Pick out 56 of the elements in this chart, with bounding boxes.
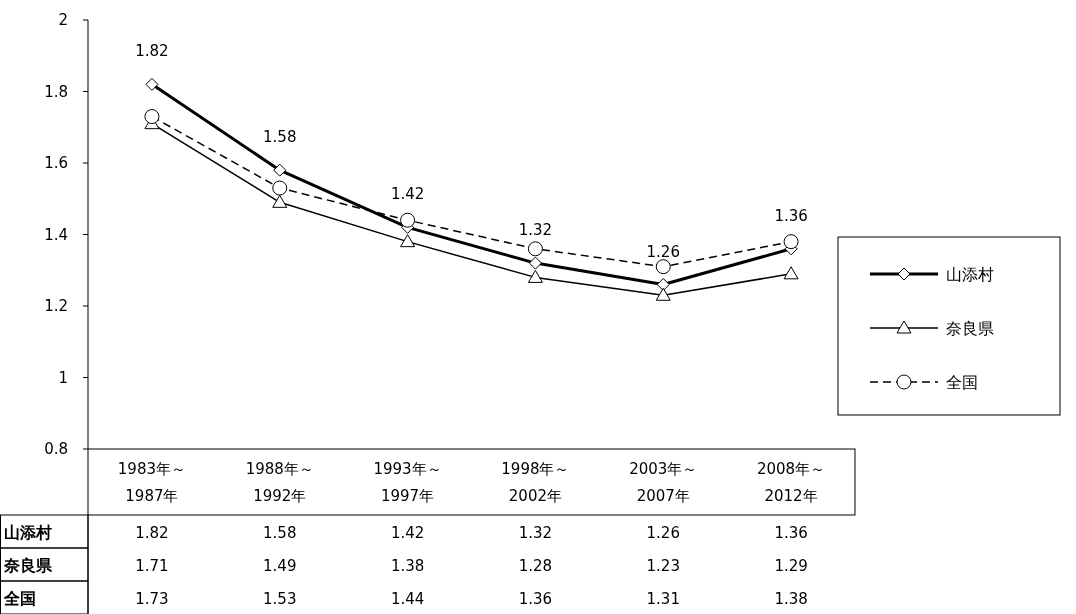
data-label: 1.53 <box>263 590 297 608</box>
point <box>656 278 670 292</box>
x-tick-label: 1998年～ 2002年 <box>501 460 570 505</box>
data-label: 1.36 <box>518 590 553 608</box>
point <box>400 212 416 228</box>
legend-label: 全国 <box>946 373 978 392</box>
legend-label: 山添村 <box>946 265 994 284</box>
data-label: 1.82 <box>135 524 169 542</box>
data-label: 1.42 <box>390 524 425 542</box>
point <box>272 194 288 208</box>
data-label: 1.73 <box>135 590 169 608</box>
x-tick-label: 2003年～ 2007年 <box>629 460 698 505</box>
data-label: 1.28 <box>518 557 553 575</box>
point <box>272 180 288 196</box>
y-tick-label: 1.4 <box>44 225 68 244</box>
y-tick-label: 1.6 <box>44 154 68 172</box>
annotation: 1.26 <box>646 242 680 261</box>
data-label: 1.23 <box>646 557 680 575</box>
annotation: 1.42 <box>390 185 425 204</box>
point <box>655 259 671 275</box>
legend-label: 奈良県 <box>946 319 994 338</box>
annotation: 1.36 <box>774 206 808 225</box>
y-tick-label: 1 <box>58 368 68 387</box>
annotation: 1.58 <box>263 128 297 147</box>
data-label: 1.29 <box>774 557 808 575</box>
point <box>783 266 799 280</box>
data-label: 1.32 <box>518 524 553 542</box>
annotation: 1.82 <box>135 42 169 61</box>
data-label: 1.58 <box>263 524 297 542</box>
y-tick-label: 1.8 <box>44 82 68 101</box>
point <box>273 163 287 177</box>
data-label: 1.38 <box>390 557 425 575</box>
y-tick-label: 2 <box>58 11 68 29</box>
point <box>527 241 543 257</box>
data-label: 1.26 <box>646 524 680 542</box>
point <box>528 256 542 270</box>
data-label: 1.44 <box>390 590 425 608</box>
x-tick-label: 2008年～ 2012年 <box>756 460 826 505</box>
annotation: 1.32 <box>518 221 553 240</box>
point <box>655 287 671 301</box>
data-table: 山添村 1.82 1.58 1.42 1.32 1.26 1.36 奈良県 1.71 1.49 1.38 1.28 1.23 1.29 全国 1.73 1.53 1.44 1.36 1.31 1.38 <box>0 514 808 614</box>
data-label: 1.49 <box>263 557 297 575</box>
y-tick-label: 1.2 <box>44 297 68 315</box>
data-label: 1.38 <box>774 590 808 608</box>
y-tick-label: 0.8 <box>44 440 68 458</box>
x-tick-label: 1993年～ 1997年 <box>373 460 442 505</box>
point <box>783 234 799 250</box>
point <box>145 77 159 91</box>
point <box>527 269 543 283</box>
data-label: 1.36 <box>774 524 808 542</box>
data-label: 1.31 <box>646 590 680 608</box>
x-tick-label: 1988年～ 1992年 <box>245 460 314 505</box>
point <box>400 234 416 248</box>
data-label: 1.71 <box>135 557 169 575</box>
x-tick-label: 1983年～ 1987年 <box>117 460 187 505</box>
point <box>144 109 160 125</box>
